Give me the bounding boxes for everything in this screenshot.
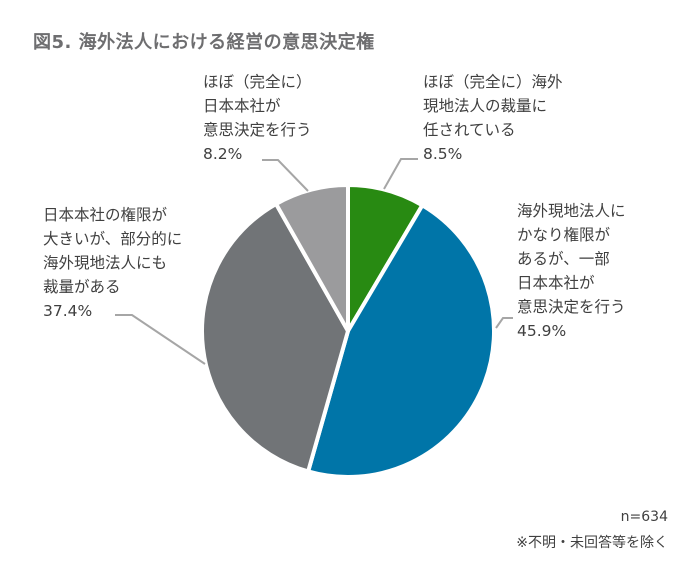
label-line: 現地法人の裁量に <box>423 97 548 115</box>
label-local-considerable-authority: 海外現地法人に かなり権限が あるが、一部 日本本社が 意思決定を行う 45.9… <box>517 199 626 343</box>
leader-line-right <box>495 317 513 329</box>
footnote: ※不明・未回答等を除く <box>516 535 668 551</box>
pie-slices <box>200 183 497 480</box>
label-line: 日本本社が <box>203 97 281 115</box>
label-line: 日本本社の権限が <box>43 206 168 224</box>
label-line: 大きいが、部分的に <box>43 230 183 248</box>
label-line: かなり権限が <box>517 226 611 244</box>
leader-line-top-right <box>383 158 418 190</box>
leader-line-left <box>115 314 206 365</box>
slice-home-decides <box>274 183 350 333</box>
label-line: 任されている <box>423 121 516 139</box>
slice-local-considerable-authority <box>306 203 497 480</box>
label-line: 意思決定を行う <box>517 298 626 316</box>
slice-home-large-authority <box>200 201 350 474</box>
label-local-discretion: ほぼ（完全に）海外 現地法人の裁量に 任されている 8.5% <box>423 70 563 166</box>
label-line: ほぼ（完全に）海外 <box>423 73 563 91</box>
label-percent: 45.9% <box>517 322 567 340</box>
label-percent: 37.4% <box>43 302 93 320</box>
label-line: 日本本社が <box>517 274 595 292</box>
label-home-decides: ほぼ（完全に） 日本本社が 意思決定を行う 8.2% <box>203 70 312 166</box>
label-line: あるが、一部 <box>517 250 610 268</box>
label-percent: 8.2% <box>203 145 243 163</box>
leader-lines <box>115 158 513 365</box>
label-line: 意思決定を行う <box>203 121 312 139</box>
label-home-large-authority: 日本本社の権限が 大きいが、部分的に 海外現地法人にも 裁量がある 37.4% <box>43 203 182 323</box>
chart-title: 図5. 海外法人における経営の意思決定権 <box>33 32 375 53</box>
sample-size: n=634 <box>620 509 668 525</box>
label-line: 海外現地法人にも <box>43 254 168 272</box>
leader-line-top-left <box>262 159 309 192</box>
label-line: 海外現地法人に <box>517 202 626 220</box>
label-percent: 8.5% <box>423 145 463 163</box>
label-line: ほぼ（完全に） <box>203 73 312 91</box>
label-line: 裁量がある <box>43 278 121 296</box>
